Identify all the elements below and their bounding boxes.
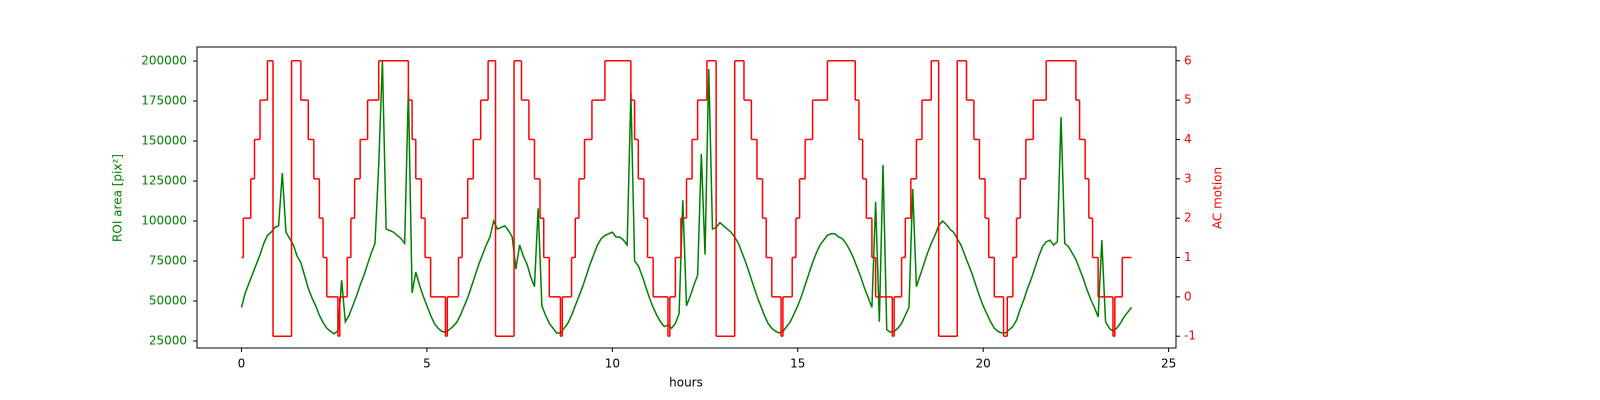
y-tick-label: 150000 — [141, 134, 187, 148]
y2-tick-label: 4 — [1184, 132, 1192, 146]
x-tick-label: 15 — [790, 357, 805, 371]
y-tick-label: 25000 — [149, 333, 187, 347]
y-tick-label: 100000 — [141, 214, 187, 228]
y-tick-label: 175000 — [141, 94, 187, 108]
y2-tick-label: 5 — [1184, 93, 1192, 107]
y2-tick-label: -1 — [1184, 329, 1196, 343]
y2-tick-label: 3 — [1184, 171, 1192, 185]
y2-axis-label: AC motion — [1211, 167, 1225, 229]
data-line — [240, 61, 1133, 335]
x-tick-label: 10 — [605, 357, 620, 371]
x-tick-label: 25 — [1161, 357, 1176, 371]
y-tick-label: 75000 — [149, 253, 187, 267]
y-tick-label: 200000 — [141, 54, 187, 68]
y2-tick-label: 6 — [1184, 53, 1192, 67]
y-tick-label: 50000 — [149, 293, 187, 307]
y-tick-label: 125000 — [141, 174, 187, 188]
y-axis-label: ROI area [pix²] — [111, 154, 125, 242]
x-axis-label: hours — [669, 376, 703, 390]
x-tick-label: 20 — [976, 357, 991, 371]
x-tick-label: 5 — [423, 357, 431, 371]
x-tick-label: 0 — [238, 357, 246, 371]
y2-tick-label: 1 — [1184, 250, 1192, 264]
y2-tick-label: 2 — [1184, 211, 1192, 225]
plot-frame — [196, 46, 1177, 349]
y2-tick-label: 0 — [1184, 289, 1192, 303]
